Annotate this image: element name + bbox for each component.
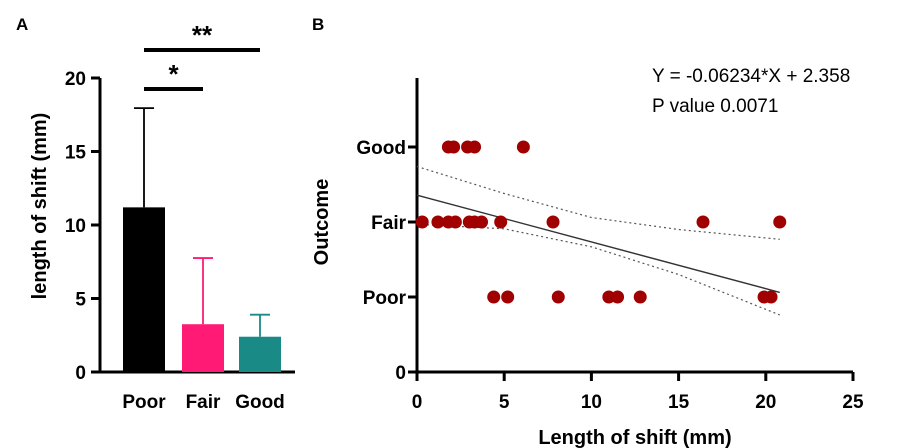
bar-chart-y-tick-label: 0 xyxy=(75,363,86,384)
bar-chart-y-tick-label: 10 xyxy=(65,216,86,237)
scatter-x-tick-label: 10 xyxy=(581,392,602,413)
scatter-x-axis-title: Length of shift (mm) xyxy=(538,427,731,448)
data-point xyxy=(447,140,461,154)
scatter-x-tick-label: 25 xyxy=(842,392,864,413)
scatter-y-tick-label: Fair xyxy=(371,213,406,234)
data-point xyxy=(501,290,515,304)
scatter-x-tick-label: 15 xyxy=(668,392,690,413)
bar-fair xyxy=(182,324,224,372)
data-point xyxy=(551,290,565,304)
data-point xyxy=(468,140,482,154)
data-point xyxy=(431,215,445,229)
regression-line xyxy=(416,194,780,294)
scatter-x-tick-label: 0 xyxy=(412,392,423,413)
data-point xyxy=(516,140,530,154)
bar-chart-y-tick-label: 15 xyxy=(65,143,87,164)
data-point xyxy=(633,290,647,304)
scatter-y-tick-label: Poor xyxy=(363,288,407,309)
data-point xyxy=(546,215,560,229)
confidence-band-lower xyxy=(416,223,781,316)
bar-chart-category-label: Fair xyxy=(186,392,221,413)
scatter-x-tick-label: 20 xyxy=(755,392,776,413)
bar-poor xyxy=(123,207,165,372)
panel-a-letter: A xyxy=(16,15,28,34)
scatter-y-tick-label: 0 xyxy=(395,363,406,384)
significance-label: * xyxy=(168,59,179,89)
p-value-annotation: P value 0.0071 xyxy=(652,96,778,117)
data-point xyxy=(494,215,508,229)
bar-chart-category-label: Poor xyxy=(122,392,166,413)
bar-chart-y-tick-label: 20 xyxy=(65,69,86,90)
bar-chart-category-label: Good xyxy=(235,392,285,413)
bar-chart-panel-a: length of shift (mm) 0 5 10 15 20 Poor Fair Goo… xyxy=(29,20,295,413)
data-point xyxy=(448,215,462,229)
data-point xyxy=(487,290,501,304)
data-point xyxy=(475,215,489,229)
bar-chart-y-axis-title: length of shift (mm) xyxy=(29,113,51,300)
panel-b-letter: B xyxy=(312,15,324,34)
data-point xyxy=(415,215,429,229)
bar-good xyxy=(239,336,281,372)
data-point xyxy=(764,290,778,304)
significance-label: ** xyxy=(192,20,213,50)
data-point xyxy=(611,290,625,304)
scatter-x-tick-label: 5 xyxy=(499,392,510,413)
confidence-band-upper xyxy=(416,165,780,240)
data-point xyxy=(773,215,787,229)
scatter-chart-panel-b: Outcome Length of shift (mm) Y = -0.0623… xyxy=(311,66,864,448)
scatter-y-tick-label: Good xyxy=(356,138,406,159)
regression-equation: Y = -0.06234*X + 2.358 xyxy=(652,66,850,87)
bar-chart-y-tick-label: 5 xyxy=(75,290,86,311)
data-point xyxy=(696,215,710,229)
scatter-y-axis-title: Outcome xyxy=(311,179,333,266)
